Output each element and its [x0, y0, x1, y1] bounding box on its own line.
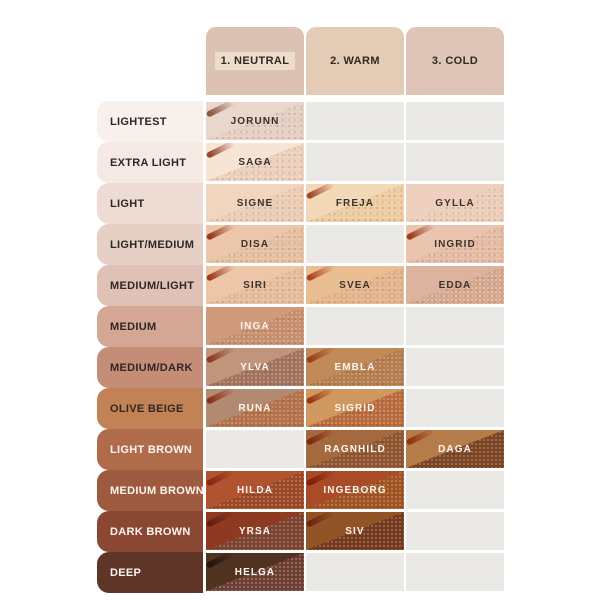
row-label-medium-light: MEDIUM/LIGHT [97, 265, 203, 306]
row-label-olive-beige: OLIVE BEIGE [97, 388, 203, 429]
empty-cell [306, 553, 404, 591]
column-header-label: 2. WARM [330, 55, 380, 67]
row-label-medium-brown: MEDIUM BROWN [97, 470, 205, 511]
shade-name: JORUNN [230, 115, 280, 127]
empty-cell [306, 225, 404, 263]
shade-name: EMBLA [334, 361, 376, 373]
shade-swatch-inga[interactable]: INGA [206, 307, 304, 345]
row-label-text: EXTRA LIGHT [110, 156, 187, 169]
shade-name: SAGA [238, 156, 272, 168]
shade-swatch-siv[interactable]: SIV [306, 512, 404, 550]
empty-cell [406, 512, 504, 550]
shade-name: RUNA [238, 402, 272, 414]
row-label-deep: DEEP [97, 552, 203, 593]
shade-swatch-helga[interactable]: HELGA [206, 553, 304, 591]
shade-name: SIV [345, 525, 365, 537]
shade-swatch-yrsa[interactable]: YRSA [206, 512, 304, 550]
empty-cell [406, 553, 504, 591]
shade-swatch-ragnhild[interactable]: RAGNHILD [306, 430, 404, 468]
empty-cell [406, 471, 504, 509]
shade-name: INGRID [434, 238, 476, 250]
row-label-text: DEEP [110, 566, 142, 579]
row-label-medium: MEDIUM [97, 306, 203, 347]
shade-name: GYLLA [435, 197, 475, 209]
empty-cell [306, 143, 404, 181]
row-label-light-brown: LIGHT BROWN [97, 429, 203, 470]
shade-swatch-jorunn[interactable]: JORUNN [206, 102, 304, 140]
shade-swatch-signe[interactable]: SIGNE [206, 184, 304, 222]
shade-name: SIGNE [236, 197, 274, 209]
shade-swatch-ylva[interactable]: YLVA [206, 348, 304, 386]
shade-swatch-sigrid[interactable]: SIGRID [306, 389, 404, 427]
shade-name: DAGA [438, 443, 472, 455]
shade-name: SVEA [339, 279, 371, 291]
column-header-label: 1. NEUTRAL [214, 52, 296, 70]
row-label-light: LIGHT [97, 183, 203, 224]
empty-cell [406, 307, 504, 345]
shade-name: SIGRID [334, 402, 376, 414]
empty-cell [406, 102, 504, 140]
shade-name: DISA [240, 238, 270, 250]
column-header-3: 3. COLD [406, 27, 504, 95]
shade-swatch-siri[interactable]: SIRI [206, 266, 304, 304]
row-label-text: MEDIUM/DARK [110, 361, 193, 374]
shade-swatch-edda[interactable]: EDDA [406, 266, 504, 304]
shade-swatch-ingrid[interactable]: INGRID [406, 225, 504, 263]
shade-name: HELGA [234, 566, 276, 578]
row-label-light-medium: LIGHT/MEDIUM [97, 224, 203, 265]
empty-cell [406, 143, 504, 181]
row-label-text: DARK BROWN [110, 525, 191, 538]
shade-swatch-saga[interactable]: SAGA [206, 143, 304, 181]
shade-swatch-daga[interactable]: DAGA [406, 430, 504, 468]
shade-swatch-ingeborg[interactable]: INGEBORG [306, 471, 404, 509]
shade-swatch-gylla[interactable]: GYLLA [406, 184, 504, 222]
column-header-label: 3. COLD [431, 55, 479, 67]
shade-swatch-runa[interactable]: RUNA [206, 389, 304, 427]
empty-cell [406, 348, 504, 386]
empty-cell [206, 430, 304, 468]
shade-swatch-freja[interactable]: FREJA [306, 184, 404, 222]
row-label-dark-brown: DARK BROWN [97, 511, 203, 552]
empty-cell [306, 307, 404, 345]
shade-swatch-disa[interactable]: DISA [206, 225, 304, 263]
row-label-medium-dark: MEDIUM/DARK [97, 347, 203, 388]
shade-name: INGA [240, 320, 270, 332]
row-label-text: LIGHTEST [110, 115, 167, 128]
shade-swatch-embla[interactable]: EMBLA [306, 348, 404, 386]
column-header-2: 2. WARM [306, 27, 404, 95]
shade-name: EDDA [438, 279, 472, 291]
row-label-text: OLIVE BEIGE [110, 402, 184, 415]
row-label-extra-light: EXTRA LIGHT [97, 142, 203, 183]
row-label-text: MEDIUM BROWN [110, 484, 205, 497]
row-label-text: LIGHT/MEDIUM [110, 238, 195, 251]
empty-cell [306, 102, 404, 140]
shade-name: RAGNHILD [324, 443, 386, 455]
row-label-text: MEDIUM [110, 320, 157, 333]
column-header-1: 1. NEUTRAL [206, 27, 304, 95]
shade-name: FREJA [335, 197, 375, 209]
empty-cell [406, 389, 504, 427]
row-label-lightest: LIGHTEST [97, 101, 203, 142]
shade-name: SIRI [243, 279, 267, 291]
shade-name: HILDA [236, 484, 274, 496]
row-label-text: MEDIUM/LIGHT [110, 279, 195, 292]
shade-swatch-hilda[interactable]: HILDA [206, 471, 304, 509]
shade-name: INGEBORG [323, 484, 387, 496]
row-label-text: LIGHT BROWN [110, 443, 193, 456]
shade-name: YLVA [240, 361, 270, 373]
row-label-text: LIGHT [110, 197, 145, 210]
shade-swatch-svea[interactable]: SVEA [306, 266, 404, 304]
shade-name: YRSA [238, 525, 272, 537]
